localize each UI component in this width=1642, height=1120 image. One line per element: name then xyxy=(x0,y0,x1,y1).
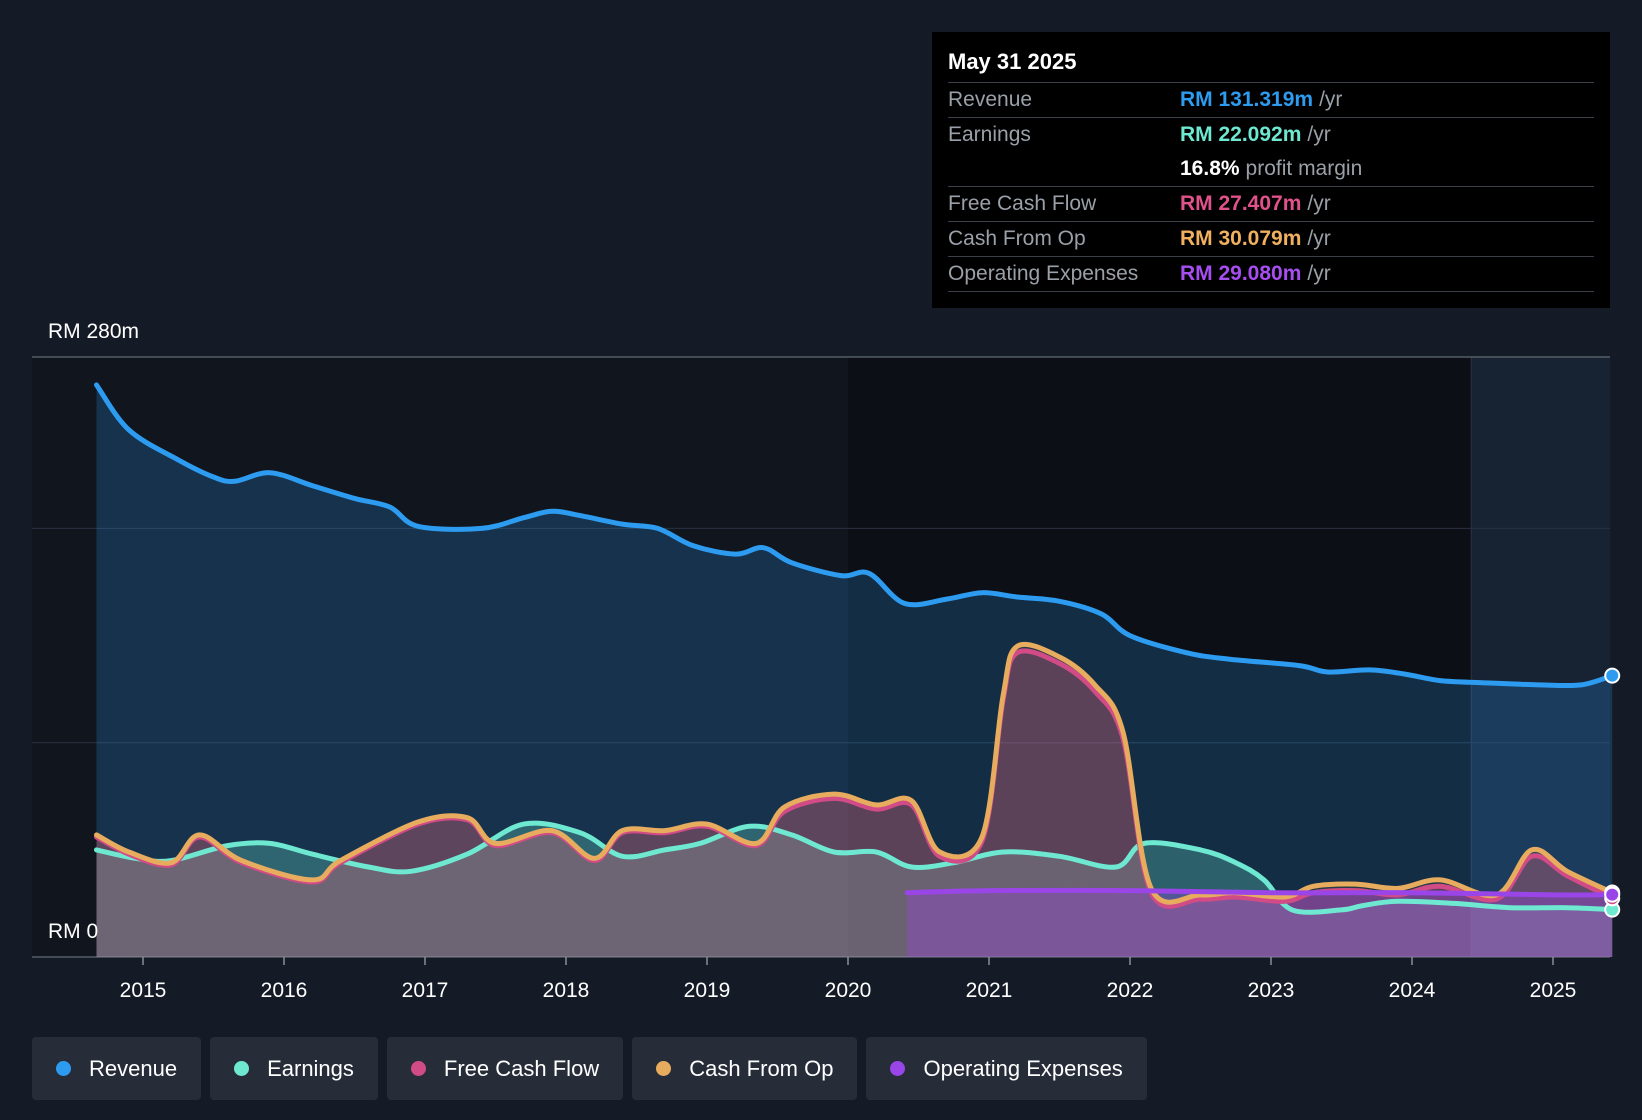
tooltip-value: RM 131.319m xyxy=(1180,88,1314,111)
tooltip-date: May 31 2025 xyxy=(948,48,1594,83)
operating-expenses-line xyxy=(904,887,1615,898)
legend-dot-icon xyxy=(234,1061,250,1076)
y-axis-top-label: RM 280m xyxy=(48,320,140,343)
legend-dot-icon xyxy=(890,1061,906,1076)
tooltip-unit: profit margin xyxy=(1245,157,1363,180)
tooltip-row-profit-margin: 16.8% profit margin xyxy=(948,152,1594,187)
x-tick-label: 2021 xyxy=(966,979,1013,1002)
legend-label: Earnings xyxy=(267,1055,354,1081)
legend-item-free-cash-flow[interactable]: Free Cash Flow xyxy=(386,1037,624,1100)
revenue-end-dot xyxy=(1604,667,1621,684)
tooltip-label xyxy=(948,152,1180,186)
x-tick-label: 2017 xyxy=(402,979,449,1002)
tooltip-row-fcf: Free Cash Flow RM 27.407m /yr xyxy=(948,187,1594,222)
legend-item-operating-expenses[interactable]: Operating Expenses xyxy=(866,1037,1147,1100)
legend-label: Operating Expenses xyxy=(923,1055,1123,1081)
tooltip-row-revenue: Revenue RM 131.319m /yr xyxy=(948,83,1594,118)
x-tick-label: 2024 xyxy=(1389,979,1436,1002)
tooltip-unit: /yr xyxy=(1307,192,1331,215)
tooltip-row-opex: Operating Expenses RM 29.080m /yr xyxy=(948,257,1594,292)
tooltip-value: RM 27.407m xyxy=(1180,192,1302,215)
earnings-area xyxy=(96,823,1613,957)
tooltip-row-earnings: Earnings RM 22.092m /yr xyxy=(948,118,1594,152)
operating-expenses-area xyxy=(907,890,1613,957)
tooltip-value: 16.8% xyxy=(1180,157,1240,180)
x-tick-label: 2023 xyxy=(1248,979,1295,1002)
tooltip-value: RM 30.079m xyxy=(1180,227,1302,250)
legend: Revenue Earnings Free Cash Flow Cash Fro… xyxy=(32,1037,1147,1100)
x-tick-label: 2016 xyxy=(261,979,308,1002)
y-axis-bottom-label: RM 0 xyxy=(48,920,99,943)
x-tick-label: 2018 xyxy=(543,979,590,1002)
legend-label: Revenue xyxy=(89,1055,178,1081)
legend-dot-icon xyxy=(56,1061,71,1076)
tooltip-label: Operating Expenses xyxy=(948,262,1139,285)
legend-item-earnings[interactable]: Earnings xyxy=(210,1037,378,1100)
tooltip-unit: /yr xyxy=(1319,88,1343,111)
legend-label: Cash From Op xyxy=(689,1055,834,1081)
tooltip-value: RM 29.080m xyxy=(1180,262,1302,285)
tooltip-row-cfo: Cash From Op RM 30.079m /yr xyxy=(948,222,1594,257)
tooltip-unit: /yr xyxy=(1307,123,1331,146)
earnings-line xyxy=(94,820,1615,915)
legend-dot-icon xyxy=(410,1061,426,1076)
tooltip-unit: /yr xyxy=(1307,227,1331,250)
tooltip-label: Revenue xyxy=(948,88,1033,111)
x-tick-label: 2019 xyxy=(684,979,731,1002)
tooltip-label: Cash From Op xyxy=(948,227,1086,250)
operating-expenses-end-dot xyxy=(1604,886,1621,903)
tooltip-label: Free Cash Flow xyxy=(948,192,1097,215)
legend-dot-icon xyxy=(656,1061,672,1076)
x-tick-label: 2015 xyxy=(120,979,167,1002)
legend-item-revenue[interactable]: Revenue xyxy=(32,1037,202,1100)
legend-item-cash-from-op[interactable]: Cash From Op xyxy=(632,1037,858,1100)
revenue-area xyxy=(96,384,1613,957)
tooltip-unit: /yr xyxy=(1307,262,1331,285)
cash-from-op-line xyxy=(94,641,1615,905)
tooltip-panel: May 31 2025 Revenue RM 131.319m /yr Earn… xyxy=(932,32,1610,308)
x-tick-label: 2025 xyxy=(1530,979,1577,1002)
x-tick-label: 2022 xyxy=(1107,979,1154,1002)
revenue-line xyxy=(94,382,1615,689)
tooltip-value: RM 22.092m xyxy=(1180,123,1302,146)
x-tick-label: 2020 xyxy=(825,979,872,1002)
legend-label: Free Cash Flow xyxy=(443,1055,600,1081)
tooltip-label: Earnings xyxy=(948,123,1031,146)
